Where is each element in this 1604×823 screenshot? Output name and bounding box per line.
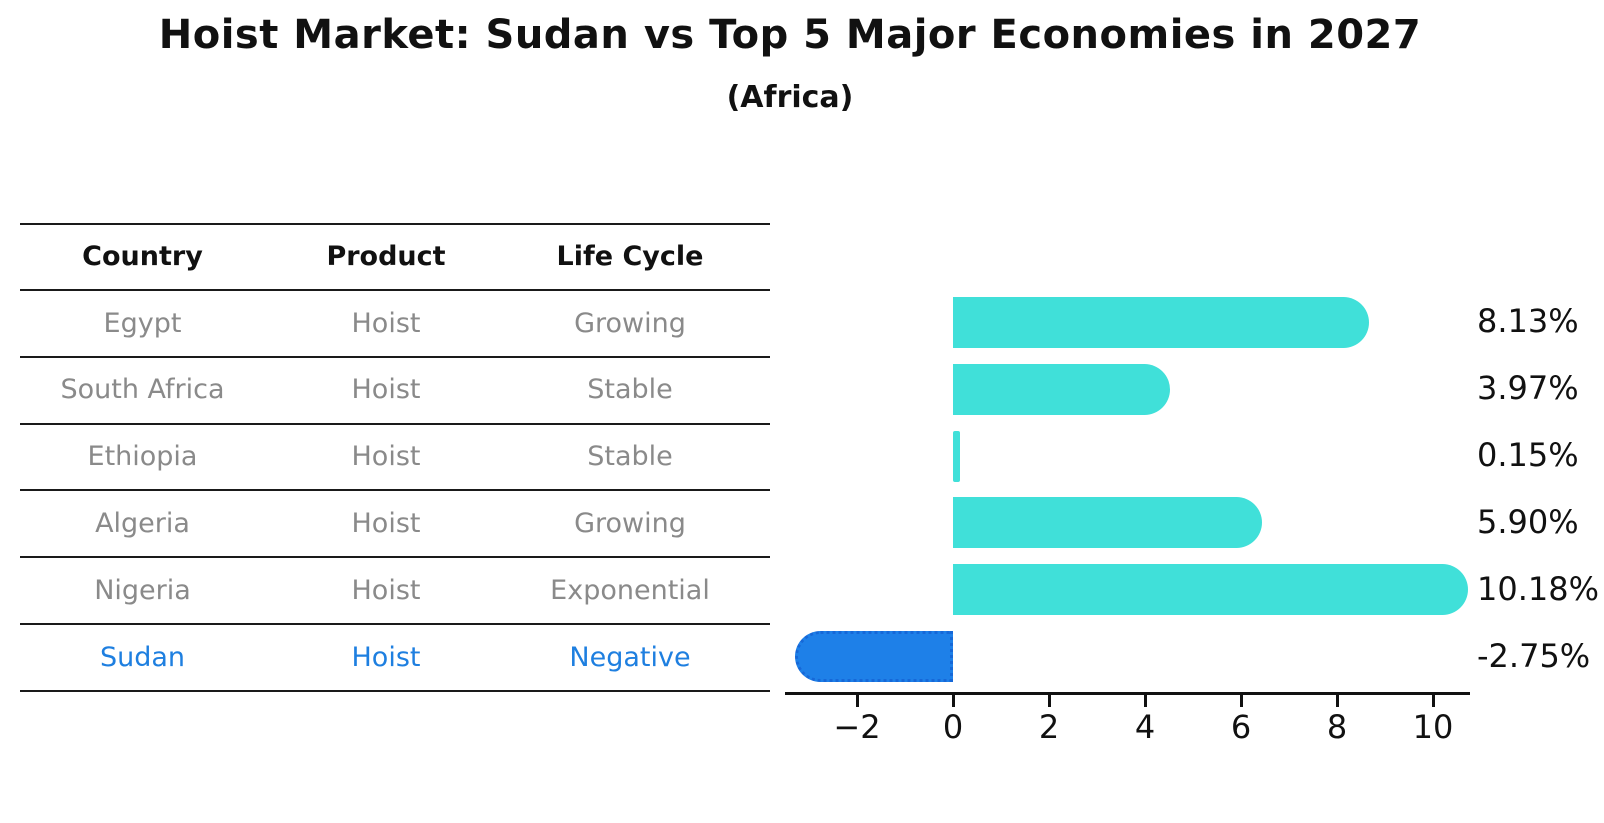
x-tick <box>1047 695 1051 707</box>
cell-country: Nigeria <box>94 574 191 606</box>
cell-country: Sudan <box>99 641 186 673</box>
table-row-nigeria: Nigeria Hoist Exponential <box>20 558 770 625</box>
x-tick-label: 0 <box>942 708 964 746</box>
cell-life-cycle: Stable <box>587 374 673 406</box>
chart-title: Hoist Market: Sudan vs Top 5 Major Econo… <box>158 12 1422 58</box>
x-tick-label: −2 <box>833 708 881 746</box>
x-tick-label: 10 <box>1412 708 1454 746</box>
table-row-sudan: Sudan Hoist Negative <box>20 625 770 692</box>
value-label-nigeria: 10.18% <box>1477 569 1600 608</box>
table-row-algeria: Algeria Hoist Growing <box>20 491 770 559</box>
cell-country: Ethiopia <box>87 441 198 473</box>
column-header-product: Product <box>326 241 446 273</box>
x-tick <box>1335 695 1339 707</box>
cell-country: Algeria <box>95 507 190 539</box>
x-tick <box>1239 695 1243 707</box>
bar-ethiopia <box>953 430 961 482</box>
x-tick-label: 8 <box>1326 708 1348 746</box>
x-tick-label: 2 <box>1038 708 1060 746</box>
chart-subtitle: (Africa) <box>726 80 854 115</box>
value-label-south-africa: 3.97% <box>1477 369 1579 408</box>
x-tick <box>1143 695 1147 707</box>
x-tick <box>1431 695 1435 707</box>
x-tick-label: 4 <box>1134 708 1156 746</box>
table-row-egypt: Egypt Hoist Growing <box>20 291 770 358</box>
cell-product: Hoist <box>351 641 421 673</box>
x-tick <box>855 695 859 707</box>
cell-life-cycle: Growing <box>574 307 686 339</box>
cell-country: Egypt <box>103 307 182 339</box>
bar-nigeria <box>953 564 1468 616</box>
table-header-row: Country Product Life Cycle <box>20 225 770 291</box>
table-row-south-africa: South Africa Hoist Stable <box>20 358 770 425</box>
cell-product: Hoist <box>351 574 421 606</box>
bar-egypt <box>953 296 1370 348</box>
value-label-algeria: 5.90% <box>1477 502 1579 541</box>
cell-product: Hoist <box>351 441 421 473</box>
value-label-sudan: -2.75% <box>1477 636 1591 675</box>
value-label-egypt: 8.13% <box>1477 302 1579 341</box>
cell-country: South Africa <box>60 374 225 406</box>
bar-sudan <box>795 631 953 683</box>
cell-life-cycle: Negative <box>569 641 691 673</box>
bar-algeria <box>953 497 1263 549</box>
cell-life-cycle: Stable <box>587 441 673 473</box>
cell-life-cycle: Exponential <box>550 574 710 606</box>
x-axis-line <box>785 692 1470 695</box>
x-tick <box>951 695 955 707</box>
column-header-country: Country <box>82 241 203 273</box>
cell-life-cycle: Growing <box>574 507 686 539</box>
value-label-ethiopia: 0.15% <box>1477 436 1579 475</box>
x-tick-label: 6 <box>1230 708 1252 746</box>
cell-product: Hoist <box>351 374 421 406</box>
bar-south-africa <box>953 363 1170 415</box>
cell-product: Hoist <box>351 507 421 539</box>
country-table: Country Product Life Cycle Egypt Hoist Gro… <box>20 223 770 692</box>
cell-product: Hoist <box>351 307 421 339</box>
column-header-lifecycle: Life Cycle <box>556 241 704 273</box>
table-body: Egypt Hoist Growing South Africa Hoist Stable… <box>20 291 770 692</box>
table-row-ethiopia: Ethiopia Hoist Stable <box>20 425 770 492</box>
